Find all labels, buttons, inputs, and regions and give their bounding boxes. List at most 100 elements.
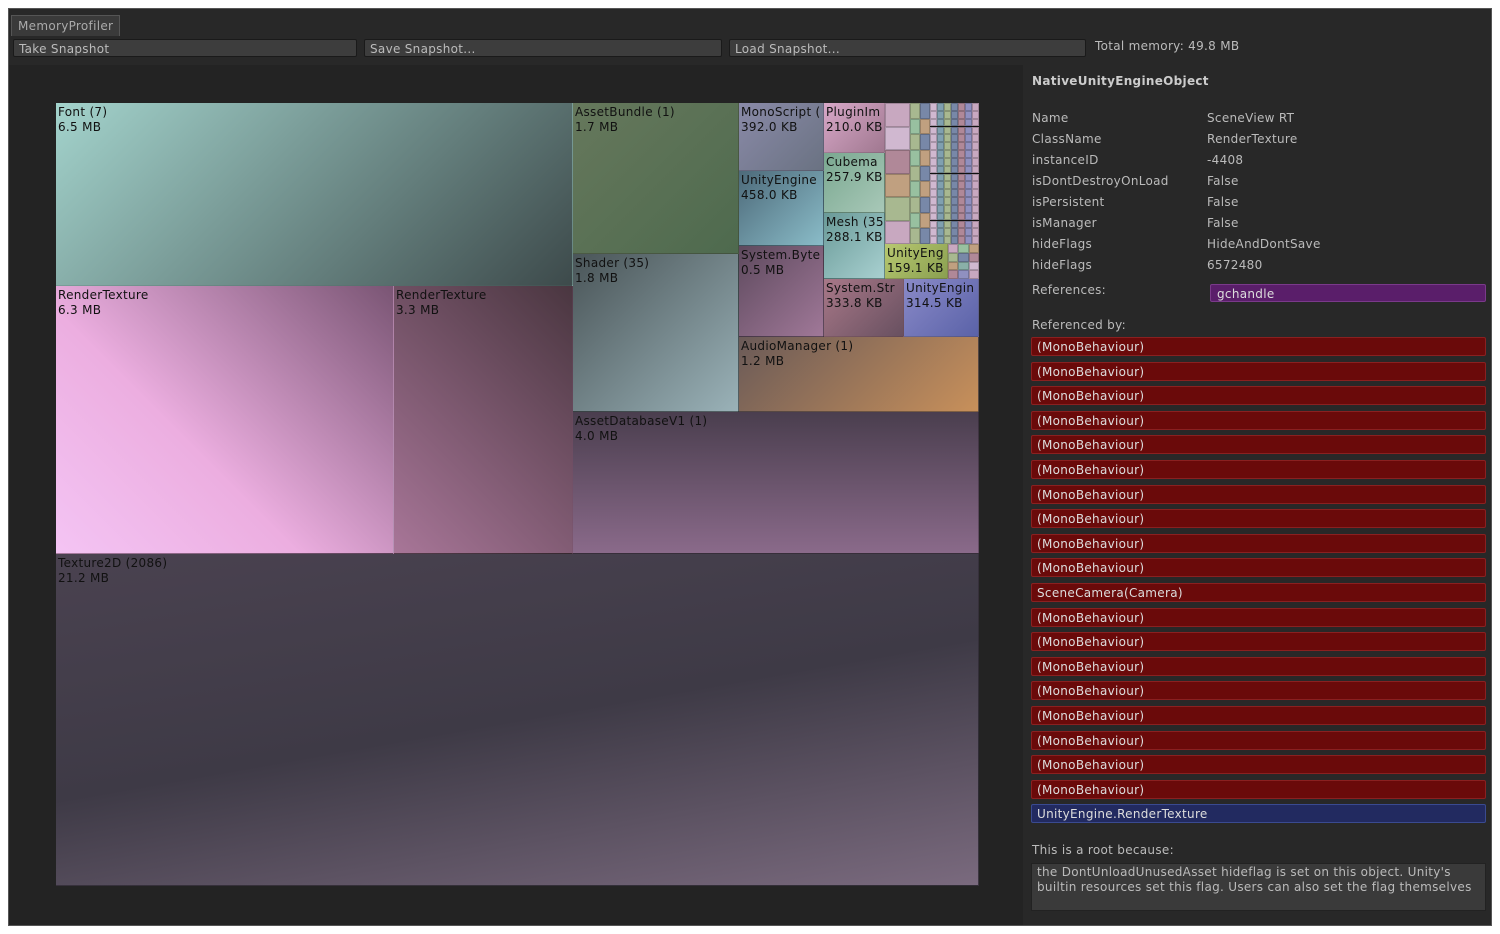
referenced-by-button[interactable]: (MonoBehaviour) (1031, 706, 1486, 725)
referenced-by-button[interactable]: (MonoBehaviour) (1031, 558, 1486, 578)
referenced-by-button[interactable]: (MonoBehaviour) (1031, 410, 1486, 430)
cell-name: Shader (35) (575, 256, 650, 270)
cell-name: Cubema (826, 155, 878, 169)
treemap-cell[interactable]: System.Str 333.8 KB (824, 279, 904, 337)
treemap-cell[interactable]: UnityEngine 458.0 KB (739, 171, 824, 246)
field-label: isPersistent (1032, 195, 1105, 209)
referenced-by-button[interactable]: (MonoBehaviour) (1031, 730, 1486, 750)
tab[interactable]: MemoryProfiler (11, 15, 121, 36)
mosaic-cell (958, 103, 965, 111)
referenced-by-button[interactable]: (MonoBehaviour) (1031, 460, 1486, 479)
cell-name: Font (7) (58, 105, 108, 119)
treemap-cell[interactable]: Texture2D (2086) 21.2 MB (56, 554, 979, 886)
referenced-by-button[interactable]: UnityEngine.RenderTexture (1031, 804, 1486, 824)
referenced-by-button[interactable]: (MonoBehaviour) (1031, 533, 1486, 553)
mosaic-cell (930, 134, 937, 143)
referenced-by-button[interactable]: (MonoBehaviour) (1031, 755, 1486, 775)
mosaic-cell (930, 103, 937, 111)
reference-button[interactable]: gchandle (1210, 284, 1486, 302)
mosaic-cell (885, 103, 910, 127)
mosaic-cell (944, 220, 951, 229)
mosaic-cell (944, 212, 951, 221)
mosaic-cell (944, 236, 951, 244)
mosaic-cell (937, 228, 944, 237)
cell-size: 0.5 MB (741, 263, 785, 277)
field-value: SceneView RT (1207, 111, 1295, 125)
mosaic-cell (948, 244, 959, 253)
mosaic-cell (948, 252, 959, 262)
field-value: False (1207, 195, 1239, 209)
mosaic-cell (937, 150, 944, 158)
treemap-cell[interactable]: RenderTexture 3.3 MB (394, 286, 573, 554)
cell-name: AudioManager (1) (741, 339, 854, 353)
mosaic-cell (930, 157, 937, 166)
mosaic-cell (951, 142, 958, 150)
take-snapshot-button[interactable]: Take Snapshot (13, 39, 357, 57)
referenced-by-button[interactable]: (MonoBehaviour) (1031, 361, 1486, 381)
mosaic-cell (937, 142, 944, 150)
mosaic-cell (972, 134, 979, 143)
treemap-cell[interactable]: AssetBundle (1) 1.7 MB (573, 103, 739, 254)
treemap-cell[interactable]: RenderTexture 6.3 MB (56, 286, 394, 554)
mosaic-cell (910, 212, 920, 229)
treemap-cell[interactable]: PluginIm 210.0 KB (824, 103, 885, 153)
cell-size: 288.1 KB (826, 230, 883, 244)
treemap-cell[interactable]: UnityEngin 314.5 KB (904, 279, 979, 337)
referenced-by-button[interactable]: (MonoBehaviour) (1031, 337, 1486, 356)
treemap-cell[interactable]: Shader (35) 1.8 MB (573, 254, 739, 412)
mosaic-cell (930, 236, 937, 244)
mosaic-cell (944, 110, 951, 119)
mosaic-cell (965, 103, 972, 111)
referenced-by-label: Referenced by: (1032, 318, 1126, 332)
treemap-cell[interactable]: MonoScript (392.0 KB (739, 103, 824, 171)
treemap-cell[interactable]: AssetDatabaseV1 (1) 4.0 MB (573, 412, 979, 554)
load-snapshot-button[interactable]: Load Snapshot... (729, 39, 1086, 57)
mosaic-cell (937, 157, 944, 166)
references-label: References: (1032, 283, 1107, 297)
mosaic-cell (972, 228, 979, 237)
referenced-by-button[interactable]: (MonoBehaviour) (1031, 607, 1486, 627)
referenced-by-button[interactable]: (MonoBehaviour) (1031, 509, 1486, 529)
field-value: 6572480 (1207, 258, 1263, 272)
mosaic-cell (965, 134, 972, 143)
mosaic-cell (944, 103, 951, 111)
cell-name: AssetDatabaseV1 (1) (575, 414, 708, 428)
cell-name: AssetBundle (1) (575, 105, 675, 119)
cell-name: Mesh (35 (826, 215, 884, 229)
mosaic-cell (937, 189, 944, 197)
field-label: ClassName (1032, 132, 1102, 146)
referenced-by-button[interactable]: (MonoBehaviour) (1031, 632, 1486, 652)
referenced-by-button[interactable]: (MonoBehaviour) (1031, 656, 1486, 676)
mosaic-cell (972, 181, 979, 190)
mosaic-cell (951, 189, 958, 197)
mosaic-cell (937, 181, 944, 190)
save-snapshot-button[interactable]: Save Snapshot... (364, 39, 722, 57)
cell-size: 314.5 KB (906, 296, 963, 310)
referenced-by-button[interactable]: (MonoBehaviour) (1031, 484, 1486, 504)
referenced-by-button[interactable]: SceneCamera(Camera) (1031, 583, 1486, 602)
mosaic-cell (910, 165, 920, 182)
treemap-cell[interactable]: System.Byte 0.5 MB (739, 246, 824, 337)
treemap-cell[interactable]: Cubema 257.9 KB (824, 153, 885, 213)
mosaic-cell (958, 157, 965, 166)
mosaic-cell (958, 204, 965, 213)
mosaic-cell (958, 110, 965, 119)
referenced-by-button[interactable]: (MonoBehaviour) (1031, 435, 1486, 455)
treemap-cell[interactable]: AudioManager (1) 1.2 MB (739, 337, 979, 412)
referenced-by-button[interactable]: (MonoBehaviour) (1031, 681, 1486, 701)
cell-name: RenderTexture (58, 288, 149, 302)
mosaic-cell (972, 142, 979, 150)
mosaic-cell (920, 165, 930, 182)
referenced-by-button[interactable]: (MonoBehaviour) (1031, 779, 1486, 799)
mosaic-cell (937, 118, 944, 127)
treemap-cell[interactable]: UnityEng 159.1 KB (885, 244, 948, 279)
mosaic-cell (885, 173, 910, 197)
referenced-by-button[interactable]: (MonoBehaviour) (1031, 386, 1486, 406)
mosaic-cell (944, 165, 951, 174)
cell-size: 4.0 MB (575, 429, 619, 443)
mosaic-cell (965, 157, 972, 166)
treemap-cell[interactable]: Mesh (35 288.1 KB (824, 213, 885, 279)
mosaic-cell (972, 103, 979, 111)
treemap-cell[interactable]: Font (7) 6.5 MB (56, 103, 573, 286)
mosaic-cell (958, 134, 965, 143)
